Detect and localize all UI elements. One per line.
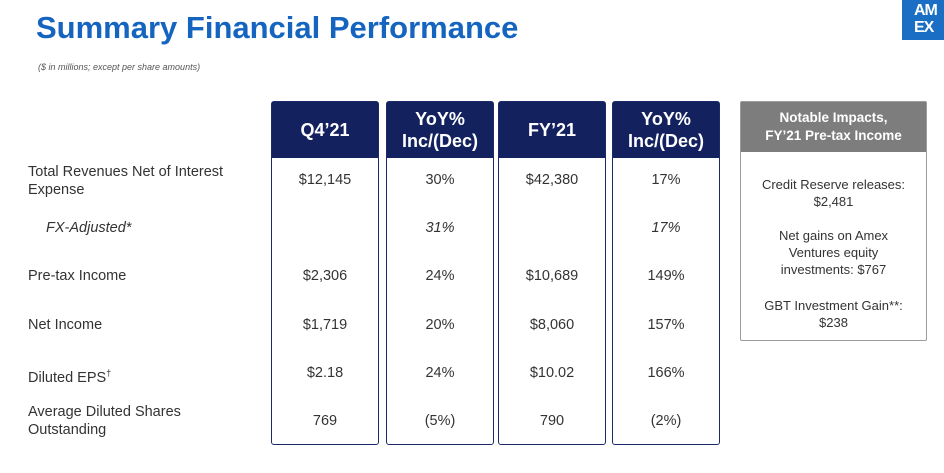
cell-net-income: 20% [425, 317, 455, 333]
row-label-line1: Pre-tax Income [28, 268, 127, 284]
cell-avg-diluted-shares: 769 [312, 413, 338, 429]
cell-total-revenues: $42,380 [525, 172, 579, 188]
cell-fx-adjusted: 17% [651, 220, 681, 236]
cell-total-revenues: 30% [425, 172, 455, 188]
row-label-line1: Diluted EPS [28, 369, 107, 386]
cell-diluted-eps: $10.02 [529, 365, 575, 381]
item-line2: Ventures equity [788, 245, 879, 260]
cell-net-income: 157% [647, 317, 685, 333]
item-line2: $238 [819, 315, 848, 330]
cell-pretax-income: $2,306 [302, 268, 348, 284]
cell-diluted-eps: 24% [425, 365, 455, 381]
column-yoy-q4: YoY% Inc/(Dec) 30% 31% 24% 20% 24% (5%) [386, 101, 494, 445]
cell-net-income: $1,719 [302, 317, 348, 333]
notable-title-line1: Notable Impacts, [779, 110, 888, 125]
item-line1: Net gains on Amex [778, 228, 889, 243]
row-label-avg-diluted-shares: Average Diluted Shares Outstanding [28, 403, 181, 439]
row-label-line1: FX-Adjusted* [46, 220, 132, 236]
logo-text-top: AM [914, 2, 938, 19]
cell-avg-diluted-shares: (5%) [424, 413, 456, 429]
column-q4-21: Q4’21 $12,145 $2,306 $1,719 $2.18 769 [271, 101, 379, 445]
amex-logo: AM EX [902, 0, 944, 40]
column-header-line1: YoY% [641, 109, 691, 129]
cell-pretax-income: $10,689 [525, 268, 579, 284]
column-header: Q4’21 [272, 102, 378, 158]
column-yoy-fy: YoY% Inc/(Dec) 17% 17% 149% 157% 166% (2%… [612, 101, 720, 445]
logo-text-bottom: EX [914, 19, 934, 36]
column-fy-21: FY’21 $42,380 $10,689 $8,060 $10.02 790 [498, 101, 606, 445]
row-label-line2: Expense [28, 182, 85, 198]
column-header-line2: Inc/(Dec) [627, 131, 705, 151]
column-header-line1: YoY% [415, 109, 465, 129]
row-label-line2: Outstanding [28, 422, 107, 438]
row-label-line1: Total Revenues Net of Interest [28, 164, 224, 180]
row-label-net-income: Net Income [28, 316, 102, 334]
notable-item-amex-ventures: Net gains on Amex Ventures equity invest… [741, 227, 926, 278]
notable-impacts-header: Notable Impacts, FY’21 Pre-tax Income [741, 102, 926, 152]
item-line3: investments: $767 [780, 262, 887, 277]
dagger-footnote-mark: † [106, 368, 112, 378]
cell-pretax-income: 149% [647, 268, 685, 284]
cell-total-revenues: 17% [651, 172, 681, 188]
notable-item-credit-reserve: Credit Reserve releases: $2,481 [741, 176, 926, 210]
page-title: Summary Financial Performance [36, 10, 519, 45]
cell-total-revenues: $12,145 [298, 172, 352, 188]
notable-impacts-panel: Notable Impacts, FY’21 Pre-tax Income Cr… [740, 101, 927, 341]
notable-item-gbt-gain: GBT Investment Gain**: $238 [741, 297, 926, 331]
cell-avg-diluted-shares: (2%) [650, 413, 682, 429]
column-header: FY’21 [499, 102, 605, 158]
column-header: YoY% Inc/(Dec) [613, 102, 719, 158]
cell-avg-diluted-shares: 790 [539, 413, 565, 429]
item-line1: Credit Reserve releases: [761, 177, 906, 192]
row-label-line1: Average Diluted Shares [28, 404, 181, 420]
row-label-total-revenues: Total Revenues Net of Interest Expense [28, 163, 223, 199]
row-label-fx-adjusted: FX-Adjusted* [46, 219, 131, 237]
row-label-diluted-eps: Diluted EPS† [28, 364, 111, 387]
column-header-text: FY’21 [527, 120, 577, 140]
column-header: YoY% Inc/(Dec) [387, 102, 493, 158]
column-header-text: Q4’21 [300, 120, 350, 140]
cell-fx-adjusted: 31% [425, 220, 455, 236]
item-line2: $2,481 [813, 194, 854, 209]
cell-net-income: $8,060 [529, 317, 575, 333]
cell-diluted-eps: $2.18 [306, 365, 344, 381]
item-line1: GBT Investment Gain**: [764, 298, 903, 313]
column-header-line2: Inc/(Dec) [401, 131, 479, 151]
cell-diluted-eps: 166% [647, 365, 685, 381]
row-label-pretax-income: Pre-tax Income [28, 267, 126, 285]
units-note: ($ in millions; except per share amounts… [38, 62, 201, 72]
row-label-line1: Net Income [28, 317, 103, 333]
cell-pretax-income: 24% [425, 268, 455, 284]
notable-title-line2: FY’21 Pre-tax Income [765, 128, 902, 143]
